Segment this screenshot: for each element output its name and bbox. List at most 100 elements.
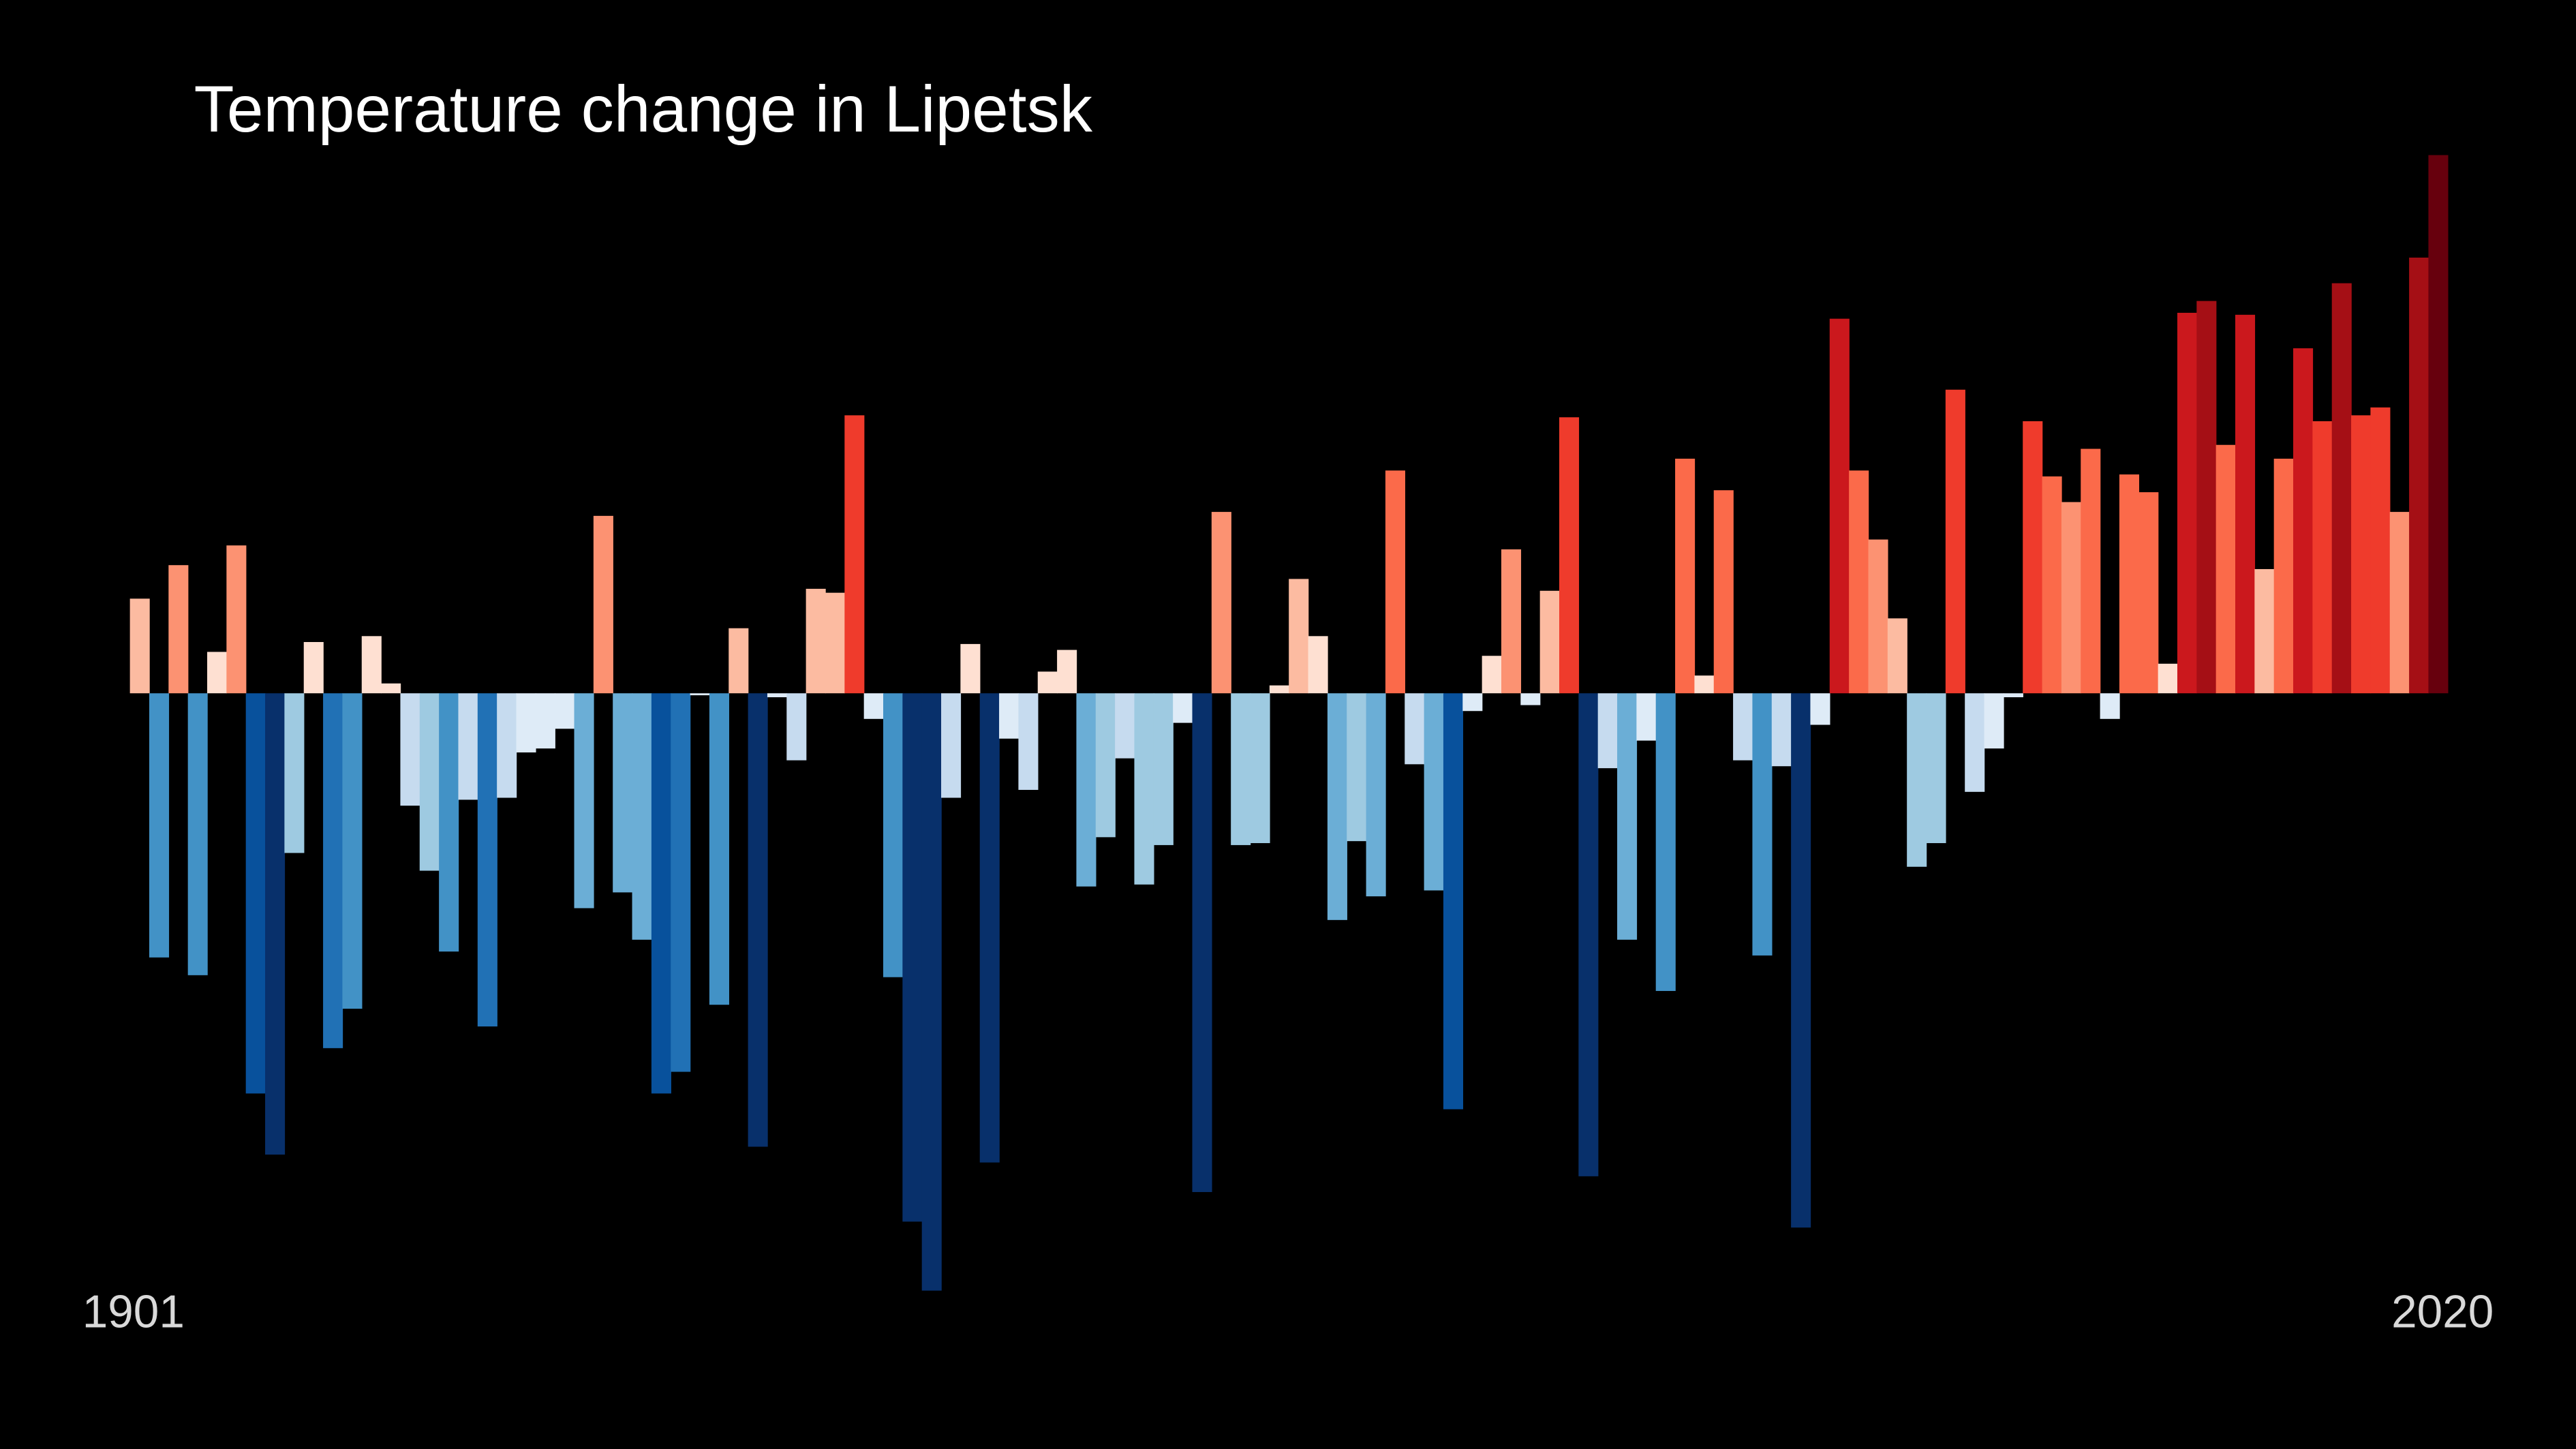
bar xyxy=(1945,389,1965,694)
bar xyxy=(1405,693,1425,765)
bar xyxy=(1887,618,1907,694)
bar xyxy=(1694,675,1715,694)
bar xyxy=(1289,579,1309,694)
bar xyxy=(1057,650,1077,694)
bar xyxy=(1308,636,1328,694)
bar xyxy=(245,693,266,1094)
bar xyxy=(149,693,170,958)
bar xyxy=(2331,283,2352,694)
bar xyxy=(497,693,517,798)
bar xyxy=(1965,693,1985,792)
bar xyxy=(1849,470,1869,694)
bar xyxy=(1907,693,1927,867)
bar xyxy=(1501,549,1522,694)
bar xyxy=(1366,693,1386,897)
bar xyxy=(1192,693,1212,1193)
bar xyxy=(535,693,555,749)
bar xyxy=(1655,693,1676,991)
bar xyxy=(1597,693,1618,769)
bar xyxy=(381,683,401,694)
bar xyxy=(1173,693,1193,723)
bar xyxy=(786,693,807,761)
bar xyxy=(593,515,613,694)
bar xyxy=(1829,318,1850,694)
bar xyxy=(613,693,633,893)
bar xyxy=(2370,407,2391,694)
bar xyxy=(2081,448,2101,694)
bar xyxy=(1733,693,1753,761)
bar xyxy=(303,641,324,694)
bar xyxy=(979,693,1000,1163)
bar xyxy=(671,693,691,1072)
bar xyxy=(1269,685,1289,694)
bar xyxy=(2023,421,2043,694)
chart-title: Temperature change in Lipetsk xyxy=(194,73,1093,146)
bar xyxy=(1926,693,1946,844)
bar xyxy=(168,565,189,694)
bar xyxy=(825,592,846,694)
bar xyxy=(632,693,652,940)
bar xyxy=(2119,474,2140,694)
bar xyxy=(1231,693,1251,845)
bar xyxy=(1424,693,1444,891)
bar xyxy=(902,693,923,1222)
bar xyxy=(651,693,671,1094)
bar xyxy=(1810,693,1830,725)
bar xyxy=(2254,568,2275,694)
bar xyxy=(1482,656,1502,694)
bar xyxy=(2196,301,2217,694)
bar xyxy=(129,598,150,694)
bar xyxy=(1462,693,1483,712)
bar xyxy=(883,693,904,977)
bar xyxy=(458,693,478,800)
bar xyxy=(999,693,1019,739)
bar xyxy=(1617,693,1638,940)
bar xyxy=(1868,539,1888,694)
bar xyxy=(960,643,981,694)
bar xyxy=(1636,693,1657,741)
bar xyxy=(1385,470,1405,694)
bar xyxy=(2003,693,2023,697)
bar xyxy=(2389,512,2410,694)
bar xyxy=(1771,693,1792,767)
bar xyxy=(1539,590,1560,694)
bar xyxy=(1037,671,1058,694)
bar xyxy=(2293,348,2314,694)
bar xyxy=(2215,444,2236,694)
bar xyxy=(1153,693,1174,845)
bar xyxy=(1443,693,1464,1110)
bar xyxy=(748,693,768,1147)
bar xyxy=(709,693,729,1005)
bar xyxy=(187,693,208,975)
bar xyxy=(1018,693,1039,790)
bar xyxy=(2100,693,2120,719)
bar xyxy=(1520,693,1541,705)
bar xyxy=(1250,693,1270,844)
bar xyxy=(1095,693,1116,838)
bar xyxy=(1327,693,1347,920)
bar xyxy=(265,693,286,1155)
bar xyxy=(2428,155,2449,694)
x-tick-label: 1901 xyxy=(82,1287,185,1338)
bar xyxy=(1115,693,1135,759)
x-tick-label: 2020 xyxy=(2391,1287,2494,1338)
bar xyxy=(284,693,305,853)
bar xyxy=(226,545,247,694)
bar xyxy=(1134,693,1154,885)
bar xyxy=(1984,693,2004,749)
bar xyxy=(941,693,962,798)
bar xyxy=(1559,417,1580,694)
bar xyxy=(690,693,710,696)
bar xyxy=(1791,693,1811,1228)
bar xyxy=(1675,458,1696,694)
bar xyxy=(2042,476,2062,694)
bar xyxy=(2235,314,2256,694)
bar xyxy=(2409,257,2429,694)
bar xyxy=(2312,421,2333,694)
bar xyxy=(555,693,575,729)
bar xyxy=(207,652,228,694)
bar xyxy=(1578,693,1599,1176)
bar xyxy=(863,693,884,719)
bar xyxy=(1347,693,1367,842)
